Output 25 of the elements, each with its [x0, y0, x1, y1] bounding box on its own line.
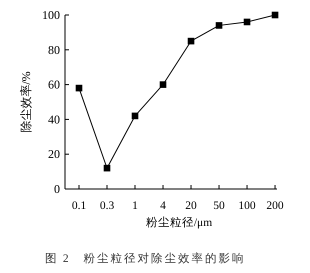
x-tick-label: 50	[213, 200, 226, 212]
point	[216, 22, 222, 29]
x-tick-label: 4	[160, 200, 166, 212]
x-tick-label: 0.3	[100, 200, 114, 212]
x-tick-label: 200	[266, 200, 284, 212]
x-tick-label: 1	[132, 200, 138, 212]
y-tick-label: 20	[48, 147, 60, 162]
y-tick-label: 0	[54, 182, 60, 196]
y-tick-label: 40	[48, 112, 60, 126]
y-tick-label: 80	[48, 42, 60, 57]
point	[160, 81, 166, 88]
x-tick-label: 0.1	[72, 200, 86, 212]
x-axis-title: 粉尘粒径/μm	[146, 216, 212, 229]
y-axis-title: 除尘效率/%	[19, 71, 33, 133]
caption: 图 2 粉尘粒径对除尘效率的影响	[45, 251, 246, 265]
point	[244, 18, 250, 26]
x-tick-label: 20	[185, 200, 198, 212]
point	[188, 38, 194, 44]
point	[272, 12, 278, 18]
y-tick-label: 100	[42, 8, 60, 22]
y-tick-label: 60	[48, 78, 60, 92]
point	[132, 112, 138, 120]
point	[76, 84, 82, 92]
point	[104, 164, 110, 172]
x-tick-label: 100	[238, 200, 256, 212]
